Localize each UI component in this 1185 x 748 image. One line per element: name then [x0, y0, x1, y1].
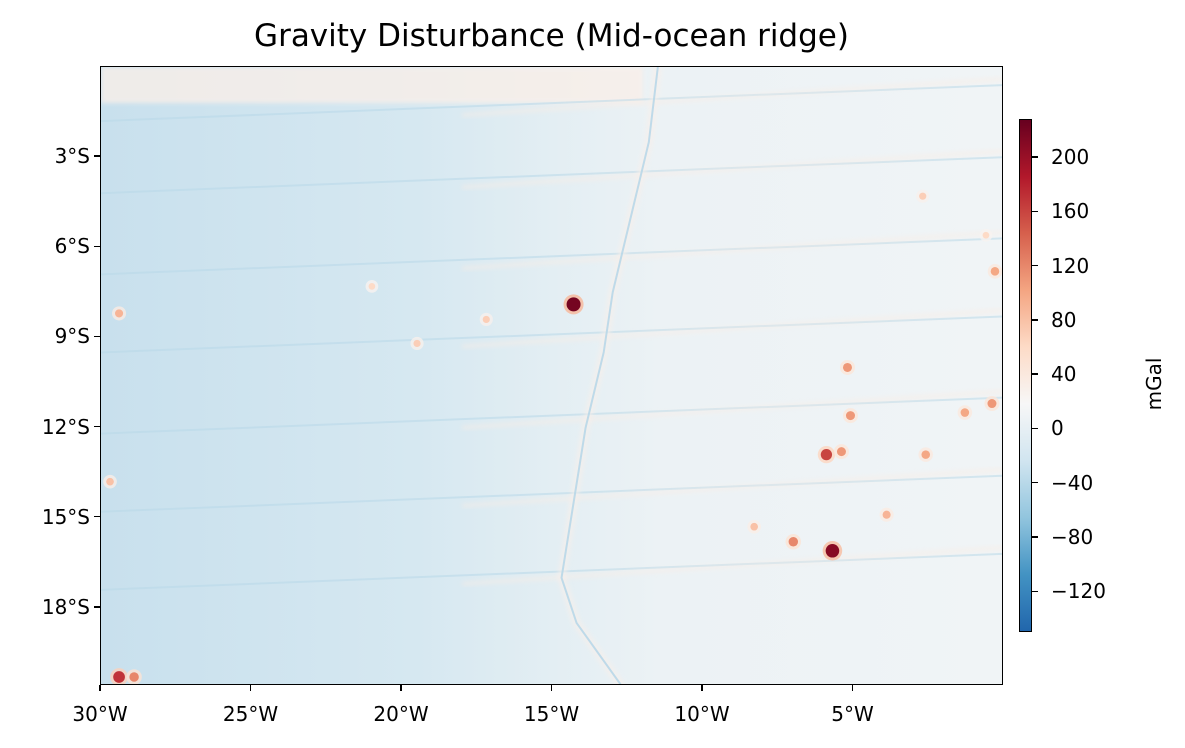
x-tick-mark: [400, 685, 402, 691]
x-tick-label: 30°W: [55, 702, 145, 726]
seamount-point: [129, 672, 138, 681]
colorbar-tick-label: 200: [1051, 145, 1089, 169]
x-tick-label: 25°W: [206, 702, 296, 726]
colorbar-tick-label: 120: [1051, 254, 1089, 278]
colorbar-tick-mark: [1032, 428, 1038, 430]
y-tick-label: 6°S: [0, 234, 90, 258]
x-tick-mark: [701, 685, 703, 691]
x-tick-label: 20°W: [356, 702, 446, 726]
y-tick-mark: [94, 426, 100, 428]
seamount-point: [883, 511, 891, 519]
seamount-point: [750, 523, 758, 531]
seamount-point: [837, 447, 846, 456]
seamount-point: [106, 478, 114, 486]
seamount-point: [821, 449, 832, 460]
seamount-point: [846, 411, 855, 420]
colorbar-tick-label: −40: [1051, 471, 1093, 495]
seamount-point: [115, 309, 123, 317]
x-tick-mark: [852, 685, 854, 691]
y-tick-label: 3°S: [0, 144, 90, 168]
colorbar: [1019, 119, 1032, 632]
y-tick-mark: [94, 336, 100, 338]
colorbar-tick-mark: [1032, 536, 1038, 538]
seamount-point: [983, 232, 990, 239]
colorbar-tick-label: −120: [1051, 579, 1106, 603]
colorbar-tick-mark: [1032, 373, 1038, 375]
y-tick-label: 18°S: [0, 595, 90, 619]
y-tick-mark: [94, 246, 100, 248]
colorbar-label: mGal: [1142, 358, 1166, 411]
y-tick-label: 15°S: [0, 505, 90, 529]
seamount-point: [991, 267, 1000, 276]
map-plot-area: [100, 66, 1003, 685]
gravity-heatmap: [101, 67, 1003, 685]
x-tick-mark: [99, 685, 101, 691]
y-tick-mark: [94, 155, 100, 157]
seamount-point: [826, 544, 840, 558]
colorbar-tick-label: 80: [1051, 308, 1076, 332]
north-anomaly-band: [101, 67, 643, 103]
x-tick-label: 10°W: [657, 702, 747, 726]
seamount-point: [483, 316, 490, 323]
colorbar-tick-label: 40: [1051, 362, 1076, 386]
colorbar-tick-mark: [1032, 156, 1038, 158]
seamount-point: [919, 193, 926, 200]
seamount-point: [413, 340, 420, 347]
colorbar-tick-mark: [1032, 265, 1038, 267]
y-tick-label: 9°S: [0, 324, 90, 348]
x-tick-mark: [551, 685, 553, 691]
y-tick-mark: [94, 606, 100, 608]
colorbar-tick-label: 0: [1051, 416, 1064, 440]
colorbar-tick-label: −80: [1051, 525, 1093, 549]
colorbar-tick-mark: [1032, 591, 1038, 593]
seamount-point: [843, 363, 852, 372]
colorbar-tick-label: 160: [1051, 199, 1089, 223]
x-tick-label: 5°W: [808, 702, 898, 726]
x-tick-label: 15°W: [507, 702, 597, 726]
y-tick-label: 12°S: [0, 415, 90, 439]
seamount-point: [921, 450, 930, 459]
seamount-point: [567, 297, 581, 311]
seamount-point: [369, 283, 376, 290]
chart-title: Gravity Disturbance (Mid-ocean ridge): [100, 14, 1003, 58]
seamount-point: [961, 408, 970, 417]
x-tick-mark: [250, 685, 252, 691]
seamount-point: [113, 671, 125, 683]
seamount-point: [789, 537, 798, 546]
colorbar-tick-mark: [1032, 211, 1038, 213]
colorbar-tick-mark: [1032, 482, 1038, 484]
y-tick-mark: [94, 516, 100, 518]
seamount-point: [987, 399, 996, 408]
colorbar-tick-mark: [1032, 319, 1038, 321]
